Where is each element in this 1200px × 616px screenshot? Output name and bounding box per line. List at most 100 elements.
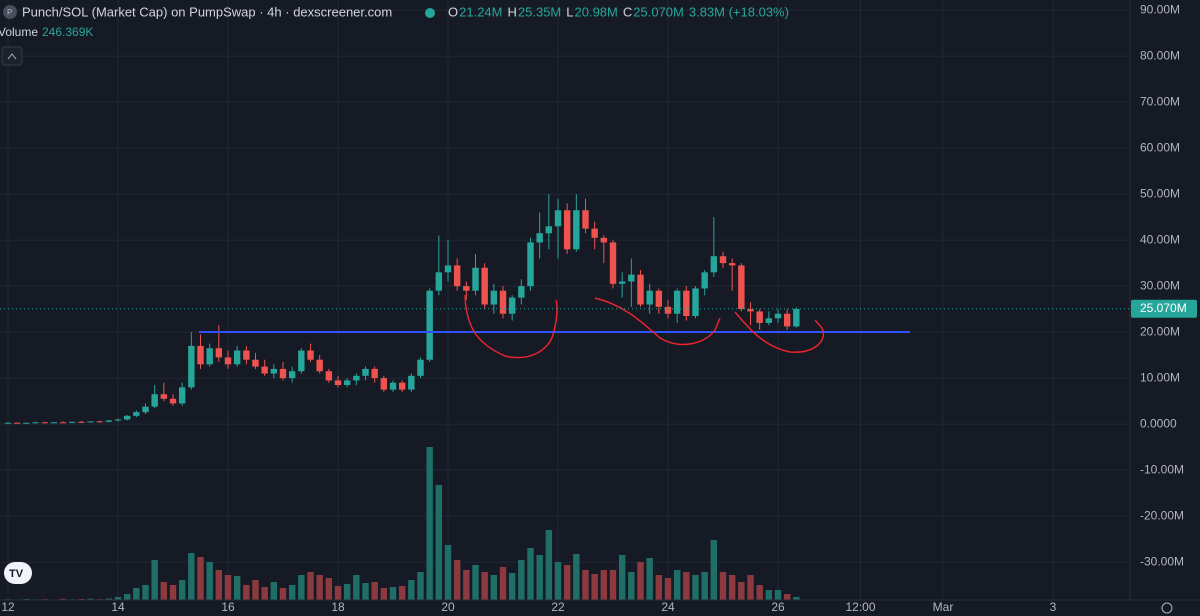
volume-bar (206, 562, 213, 600)
volume-bar (600, 570, 608, 600)
last-price-label: 25.070M (1140, 301, 1187, 315)
volume-bar (178, 580, 186, 600)
volume-bar (87, 598, 94, 600)
volume-bar (683, 572, 690, 600)
y-tick-label: -20.00M (1140, 508, 1184, 522)
candle-body (325, 371, 333, 381)
volume-bar (188, 553, 195, 600)
candle-body (444, 265, 452, 273)
x-tick-label: 22 (551, 600, 565, 614)
candle-body (233, 350, 241, 365)
candle-body (655, 290, 663, 307)
volume-bar (793, 596, 800, 600)
candle-body (738, 265, 745, 310)
candle-body (783, 313, 791, 327)
volume-bar (343, 584, 351, 600)
candle-body (417, 359, 424, 376)
volume-bar (215, 570, 223, 600)
candle-body (114, 419, 122, 421)
ohlc-value: 21.24M (459, 4, 502, 19)
ohlc-key: O (448, 4, 458, 19)
ohlc-value: 20.98M (575, 4, 618, 19)
candle-body (664, 306, 672, 314)
candle-body (353, 375, 360, 381)
candle-body (23, 422, 30, 424)
volume-bar (719, 572, 727, 600)
settings-icon[interactable] (1161, 602, 1173, 614)
candle-body (408, 375, 415, 390)
volume-bar (252, 580, 259, 600)
volume-bar (325, 578, 333, 600)
candle-body (628, 274, 635, 282)
x-tick-label: 26 (771, 600, 785, 614)
candle-body (490, 290, 498, 305)
y-tick-label: 0.0000 (1140, 416, 1177, 430)
x-tick-label: 16 (221, 600, 235, 614)
candle-body (298, 350, 305, 372)
volume-bar (463, 570, 470, 600)
candle-body (142, 406, 149, 413)
pair-icon (3, 5, 17, 19)
candle-body (105, 420, 113, 422)
drawn-curve (464, 294, 558, 359)
volume-bar (554, 562, 562, 600)
volume-bar (197, 557, 204, 600)
volume-bar (261, 587, 268, 600)
volume-bar (408, 580, 415, 600)
volume-bar (371, 582, 378, 600)
volume-bar (133, 588, 140, 600)
candle-body (536, 233, 543, 243)
candle-body (545, 226, 553, 234)
x-tick-label: Mar (933, 600, 954, 614)
candle-body (499, 290, 507, 314)
candle-body (389, 382, 397, 390)
candle-body (32, 422, 39, 424)
volume-bar (105, 598, 113, 600)
volume-bar (389, 587, 397, 600)
collapse-button[interactable] (1, 46, 23, 66)
volume-bar (728, 575, 736, 600)
volume-bar (114, 597, 122, 600)
candle-body (793, 308, 800, 327)
candle-body (719, 256, 727, 264)
volume-bar (664, 578, 672, 600)
candle-body (527, 242, 534, 287)
volume-bar (362, 583, 369, 600)
ohlc-key: C (623, 4, 632, 19)
candle-body (710, 256, 718, 273)
tv-logo-text: TV (9, 568, 24, 580)
candle-body (261, 366, 268, 374)
candle-body (96, 421, 103, 423)
tv-logo[interactable] (4, 562, 32, 584)
volume-bar (508, 573, 516, 600)
volume-bar (59, 598, 67, 600)
x-tick-label: 24 (661, 600, 675, 614)
candle-body (343, 380, 351, 386)
volume-bar (765, 590, 773, 600)
volume-bar (398, 586, 406, 600)
last-price-box (1131, 299, 1197, 318)
collapse-icon (7, 53, 17, 60)
candle-body (151, 394, 158, 407)
x-tick-label: 3 (1050, 600, 1057, 614)
candles (4, 194, 800, 424)
candle-body (683, 290, 690, 317)
volume-bar (481, 572, 488, 600)
volume-bar (435, 485, 443, 600)
volume-bar (334, 586, 342, 600)
x-tick-label: 20 (441, 600, 455, 614)
candle-body (692, 288, 699, 317)
candle-body (600, 237, 608, 243)
candle-body (197, 345, 204, 365)
volume-pane (4, 447, 800, 600)
candle-body (224, 357, 232, 365)
volume-bar (353, 575, 360, 600)
grid (0, 0, 1130, 600)
volume-bar (417, 572, 424, 600)
volume-bar (591, 574, 598, 600)
volume-bar (169, 585, 177, 600)
candle-body (618, 281, 626, 284)
volume-bar (756, 585, 763, 600)
